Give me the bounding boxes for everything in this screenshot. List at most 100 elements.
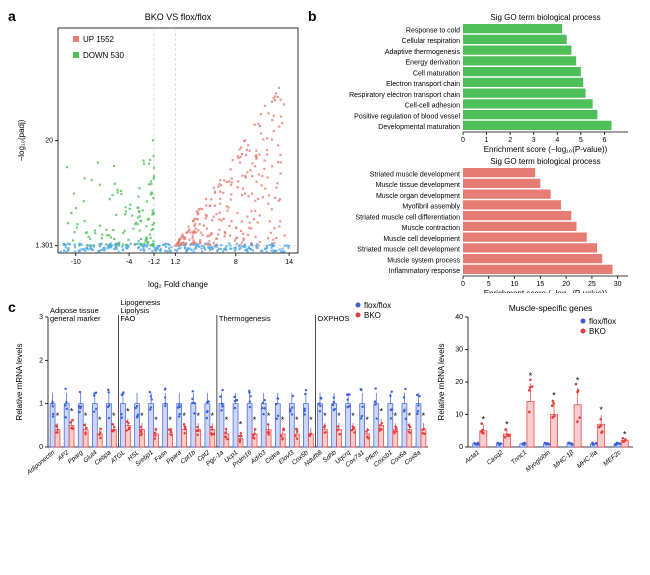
svg-text:*: * (394, 411, 398, 421)
svg-text:Cebpa: Cebpa (93, 449, 112, 467)
svg-text:Myoglobin: Myoglobin (525, 449, 552, 474)
svg-text:*: * (196, 411, 200, 421)
svg-text:0: 0 (39, 444, 43, 451)
svg-text:*: * (112, 411, 116, 421)
svg-text:flox/flox: flox/flox (364, 301, 391, 310)
panel-b: b Sig GO term biological process Response… (308, 8, 638, 293)
svg-text:Muscle organ development: Muscle organ development (376, 193, 460, 200)
svg-text:Sig GO term biological process: Sig GO term biological process (490, 13, 600, 22)
svg-text:0: 0 (461, 281, 465, 288)
svg-text:*: * (140, 411, 144, 421)
svg-text:Cpt1b: Cpt1b (179, 449, 197, 466)
svg-text:Developmental maturation: Developmental maturation (378, 124, 460, 131)
svg-text:*: * (168, 415, 172, 425)
svg-text:Relative mRNA levels: Relative mRNA levels (15, 344, 24, 421)
svg-text:*: * (281, 415, 285, 425)
svg-text:Striated muscle cell developme: Striated muscle cell development (357, 247, 460, 254)
svg-text:Response to cold: Response to cold (406, 27, 460, 34)
svg-text:log₂ Fold change: log₂ Fold change (148, 280, 209, 289)
panel-a: a BKO VS flox/flox-10-4-1.21.28141.30120… (8, 8, 308, 293)
svg-text:Tnnc1: Tnnc1 (510, 449, 529, 466)
svg-text:*: * (365, 415, 369, 425)
svg-text:*: * (239, 420, 243, 430)
svg-text:20: 20 (455, 379, 463, 386)
svg-text:1: 1 (39, 401, 43, 408)
panel-c: c 0123Relative mRNA levelsAdipose tissue… (8, 299, 642, 559)
panel-b-label: b (308, 8, 317, 24)
svg-text:flox/flox: flox/flox (589, 317, 616, 326)
svg-text:*: * (309, 415, 313, 425)
svg-text:15: 15 (536, 281, 544, 288)
svg-text:Casq2: Casq2 (486, 449, 505, 467)
svg-text:0: 0 (459, 444, 463, 451)
svg-text:*: * (211, 411, 215, 421)
svg-text:*: * (408, 411, 412, 421)
svg-text:MHC-1β: MHC-1β (552, 449, 575, 470)
svg-text:Muscle-specific genes: Muscle-specific genes (509, 303, 593, 313)
svg-text:*: * (379, 407, 383, 417)
svg-text:Respiratory electron transport: Respiratory electron transport chain (349, 92, 460, 99)
svg-text:*: * (623, 429, 627, 439)
svg-text:Myofibril assembly: Myofibril assembly (402, 204, 460, 211)
svg-text:4: 4 (555, 137, 559, 144)
svg-text:-1.2: -1.2 (148, 259, 160, 266)
svg-text:Muscle contraction: Muscle contraction (402, 225, 460, 232)
svg-text:*: * (552, 390, 556, 400)
bar-charts-c: 0123Relative mRNA levelsAdipose tissuege… (8, 299, 642, 559)
svg-text:Muscle system process: Muscle system process (387, 257, 460, 264)
svg-text:Enrichment score (−log₁₀(P-val: Enrichment score (−log₁₀(P-value)) (484, 289, 608, 293)
svg-text:BKO: BKO (589, 327, 606, 336)
svg-text:20: 20 (562, 281, 570, 288)
svg-text:3: 3 (532, 137, 536, 144)
svg-text:*: * (84, 411, 88, 421)
svg-text:Striated muscle development: Striated muscle development (370, 171, 460, 178)
svg-text:*: * (295, 415, 299, 425)
svg-text:*: * (70, 407, 74, 417)
svg-text:BKO: BKO (364, 311, 381, 320)
svg-text:30: 30 (614, 281, 622, 288)
svg-text:5: 5 (487, 281, 491, 288)
svg-text:*: * (599, 405, 603, 415)
svg-text:Cellular respiration: Cellular respiration (402, 38, 460, 45)
svg-text:UP 1552: UP 1552 (83, 35, 115, 44)
svg-text:-10: -10 (71, 259, 81, 266)
svg-text:*: * (126, 407, 130, 417)
svg-text:*: * (323, 411, 327, 421)
svg-text:DOWN 530: DOWN 530 (83, 51, 124, 60)
svg-text:MHC-IIa: MHC-IIa (576, 449, 599, 470)
svg-text:Muscle tissue development: Muscle tissue development (376, 182, 460, 189)
svg-text:*: * (505, 420, 509, 430)
svg-text:8: 8 (234, 259, 238, 266)
svg-text:Cell-cell adhesion: Cell-cell adhesion (405, 103, 460, 110)
svg-text:Striated muscle cell different: Striated muscle cell differentiation (355, 214, 460, 221)
svg-text:ATGL: ATGL (109, 449, 127, 466)
svg-text:3: 3 (39, 314, 43, 321)
svg-text:*: * (267, 411, 271, 421)
svg-text:10: 10 (511, 281, 519, 288)
svg-text:FAO: FAO (120, 314, 135, 323)
svg-text:Adaptive thermogenesis: Adaptive thermogenesis (385, 49, 461, 56)
svg-text:2: 2 (39, 357, 43, 364)
svg-text:0: 0 (461, 137, 465, 144)
panel-c-label: c (8, 299, 16, 315)
svg-text:Sig GO term biological process: Sig GO term biological process (490, 157, 600, 166)
svg-text:−log₁₀(padj): −log₁₀(padj) (17, 119, 26, 161)
svg-text:Electron transport chain: Electron transport chain (386, 81, 460, 88)
svg-text:5: 5 (579, 137, 583, 144)
svg-text:*: * (576, 376, 580, 386)
svg-text:*: * (56, 411, 60, 421)
svg-text:Pparg: Pparg (67, 449, 85, 466)
svg-text:-4: -4 (126, 259, 132, 266)
svg-text:*: * (482, 415, 486, 425)
svg-text:Adiponectin: Adiponectin (25, 449, 57, 477)
svg-text:MEF2c: MEF2c (602, 449, 623, 468)
svg-text:Cox8a: Cox8a (403, 449, 422, 467)
svg-text:*: * (253, 415, 257, 425)
svg-text:*: * (351, 411, 355, 421)
svg-text:Adrb3: Adrb3 (249, 449, 268, 466)
svg-text:1.2: 1.2 (170, 259, 180, 266)
svg-text:25: 25 (588, 281, 596, 288)
svg-text:Enrichment score (−log₁₀(P-val: Enrichment score (−log₁₀(P-value)) (484, 145, 608, 154)
panel-a-label: a (8, 8, 16, 24)
svg-text:*: * (422, 411, 426, 421)
